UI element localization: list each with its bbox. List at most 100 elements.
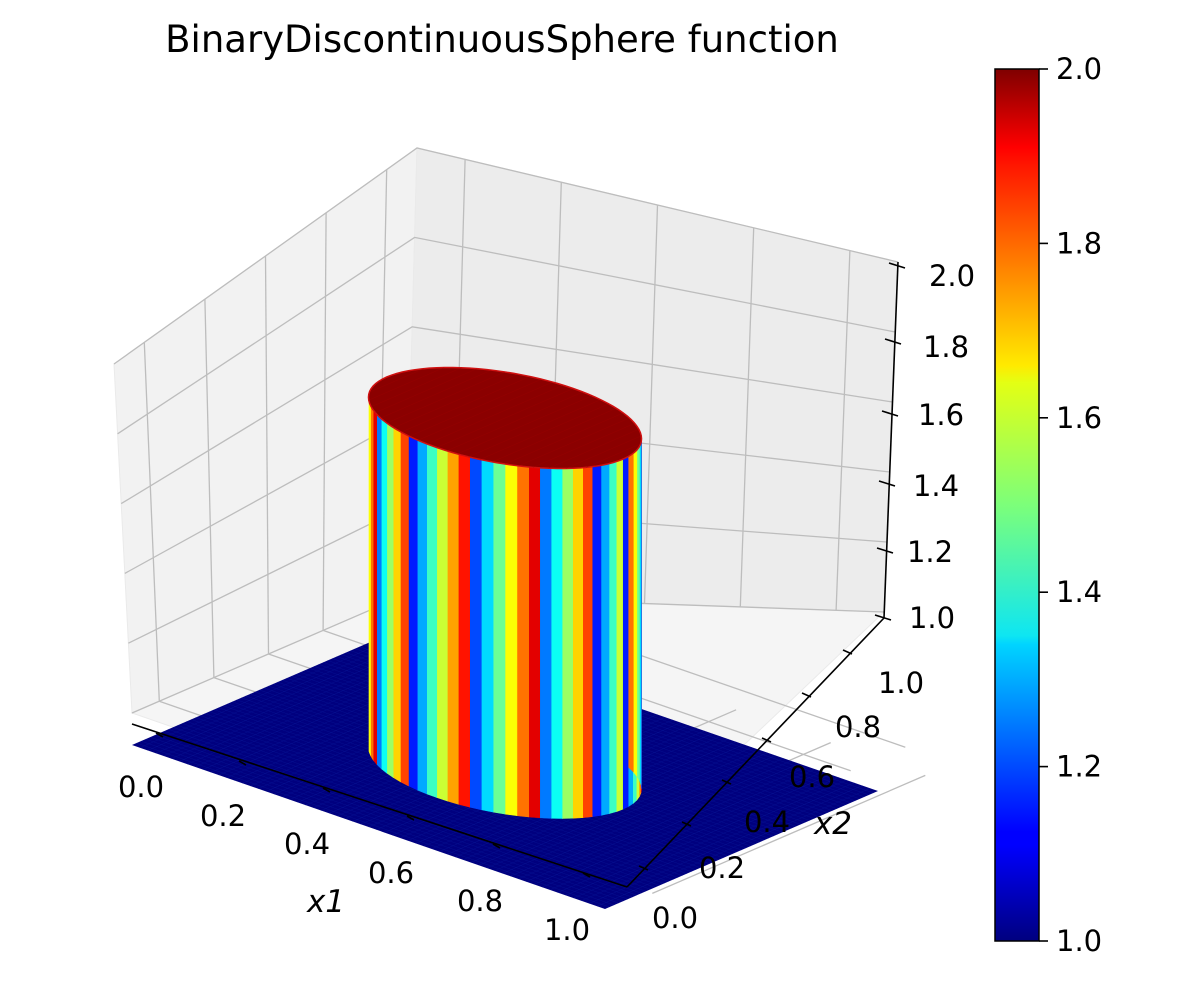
x-tick [238,760,247,766]
y-tick-label: 0.2 [699,851,745,885]
mesh-line [533,766,808,885]
z-tick [881,410,899,417]
x-tick [492,843,501,849]
mesh-line [369,368,424,393]
grid-line-wall [204,299,215,678]
y-axis-line [626,617,885,888]
mesh-line [573,779,847,899]
mesh-line [479,403,609,460]
tick-labels: 0.00.20.40.60.81.0 0.00.20.40.60.81.01.01… [118,259,975,947]
x-axis-label: x1 [306,884,345,920]
mesh-line [417,381,553,441]
z-axis-line [883,261,899,619]
y-tick [842,649,853,655]
mesh-line [518,417,630,467]
mesh-line [557,774,831,893]
mesh-line [371,367,462,407]
grid-line-wall [322,212,327,631]
mesh-line [565,777,839,896]
y-tick-label: 1.0 [878,666,924,700]
grid-line-x [652,774,926,894]
y-tick [801,692,812,698]
mesh-line [581,782,855,902]
grid-line-wall [835,250,851,611]
y-tick [638,865,649,871]
z-tick-label: 1.4 [913,469,959,503]
mesh-line [401,376,531,433]
mesh-line [541,768,816,888]
cylinder-strip [632,420,638,777]
z-tick [884,338,902,345]
mesh-line [386,371,506,424]
colorbar-tick-label: 1.2 [1056,750,1102,784]
x-tick [582,872,591,878]
mesh-line [427,384,564,445]
z-tick-label: 1.2 [907,535,953,569]
colorbar-tick-label: 1.8 [1056,226,1102,260]
mesh-line [548,429,639,469]
z-tick-label: 2.0 [929,259,975,293]
grid-line-wall [739,227,755,607]
mesh-line [532,423,635,468]
y-tick [761,737,772,743]
x-tick-label: 0.2 [200,799,246,833]
mesh-line [409,378,542,437]
colorbar-ticks: 1.0 1.2 1.4 1.6 1.8 2.0 [1039,52,1102,958]
x-tick [322,787,331,793]
x-tick-label: 0.0 [118,770,164,804]
colorbar-tick-label: 1.4 [1056,575,1102,609]
z-tick [874,614,892,621]
mesh-line [586,443,641,468]
grid-line-z [117,236,896,435]
z-tick [876,547,894,554]
axis-lines [131,261,899,888]
mesh-line [597,788,871,907]
mesh-line [446,391,583,452]
y-tick-label: 0.4 [744,805,790,839]
z-tick [888,262,906,269]
z-tick-label: 1.8 [923,330,969,364]
mesh-line [504,412,624,465]
cylinder-strip [628,416,634,773]
grid-line-z [113,147,899,365]
x-axis-line [131,723,628,888]
cylinder-strip [636,425,640,782]
colorbar [994,68,1040,942]
grid-line-wall [264,255,270,655]
x-tick-label: 0.4 [284,827,330,861]
mesh-line [380,369,492,419]
y-axis-label: x2 [813,806,852,842]
z-tick-label: 1.0 [909,601,955,635]
surface-mesh [132,366,878,909]
mesh-line [436,388,574,448]
x-tick-label: 1.0 [544,913,590,947]
grid-line-wall [643,204,659,604]
chart-title: BinaryDiscontinuousSphere function [165,18,839,61]
grid-line-z [120,326,893,505]
x-tick-label: 0.8 [457,884,503,918]
grid-line-wall [143,342,160,702]
mesh-line [457,395,593,455]
y-tick-label: 0.8 [835,710,881,744]
z-tick [878,480,896,487]
y-tick-label: 0.0 [652,901,698,935]
colorbar-tick-label: 1.6 [1056,401,1102,435]
x-tick-label: 0.6 [368,856,414,890]
z-tick-label: 1.6 [918,398,964,432]
mesh-line [368,367,445,401]
mesh-line [375,368,478,413]
mesh-line [589,785,863,904]
mesh-line [492,408,617,463]
colorbar-tick-label: 2.0 [1056,52,1102,86]
colorbar-tick-label: 1.0 [1056,924,1102,958]
mesh-line [565,435,642,469]
y-tick [681,821,692,827]
x-tick [155,732,164,738]
mesh-line [468,399,601,458]
y-tick [721,779,732,785]
y-tick-label: 0.6 [789,760,835,794]
x-tick [406,815,415,821]
mesh-line [549,771,823,891]
mesh-line [393,373,518,428]
